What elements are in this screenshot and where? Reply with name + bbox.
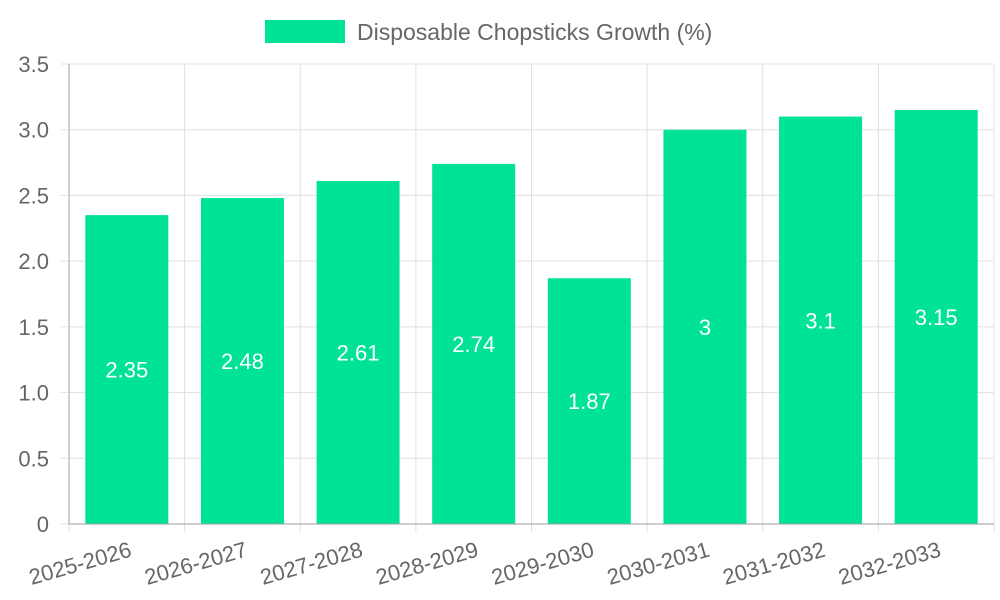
x-tick-label: 2031-2032 bbox=[720, 537, 828, 590]
y-tick-label: 1.0 bbox=[18, 381, 49, 406]
bar[interactable] bbox=[779, 116, 863, 525]
y-tick-label: 3.5 bbox=[18, 52, 49, 77]
legend: Disposable Chopsticks Growth (%) bbox=[265, 19, 712, 45]
data-labels: 2.35 2.48 2.61 2.74 1.87 3 3.1 3.15 bbox=[105, 305, 957, 414]
x-tick-label: 2032-2033 bbox=[836, 537, 944, 590]
y-tick-label: 2.5 bbox=[18, 183, 49, 208]
bar[interactable] bbox=[894, 110, 978, 524]
legend-label: Disposable Chopsticks Growth (%) bbox=[357, 19, 712, 45]
data-label: 1.87 bbox=[568, 389, 611, 414]
data-label: 2.74 bbox=[452, 332, 495, 357]
bar[interactable] bbox=[547, 278, 631, 524]
bar[interactable] bbox=[663, 129, 747, 524]
legend-swatch bbox=[265, 20, 345, 43]
bar[interactable] bbox=[85, 215, 169, 524]
bars bbox=[85, 110, 978, 525]
x-tick-label: 2027-2028 bbox=[257, 537, 365, 590]
data-label: 2.61 bbox=[337, 340, 380, 365]
x-tick-label: 2026-2027 bbox=[142, 537, 250, 590]
y-tick-label: 2.0 bbox=[18, 249, 49, 274]
bar[interactable] bbox=[432, 163, 516, 524]
data-label: 3.15 bbox=[915, 305, 958, 330]
data-label: 3.1 bbox=[805, 308, 836, 333]
x-tick-label: 2025-2026 bbox=[26, 537, 134, 590]
y-tick-label: 3.0 bbox=[18, 118, 49, 143]
x-tick-label: 2028-2029 bbox=[373, 537, 481, 590]
data-label: 2.48 bbox=[221, 349, 264, 374]
x-tick-label: 2030-2031 bbox=[604, 537, 712, 590]
data-label: 3 bbox=[699, 315, 711, 340]
y-tick-label: 0.5 bbox=[18, 446, 49, 471]
x-tick-label: 2029-2030 bbox=[489, 537, 597, 590]
data-label: 2.35 bbox=[105, 358, 148, 383]
y-tick-label: 0 bbox=[37, 512, 49, 537]
bar[interactable] bbox=[200, 198, 284, 525]
bar[interactable] bbox=[316, 180, 400, 524]
y-tick-label: 1.5 bbox=[18, 315, 49, 340]
